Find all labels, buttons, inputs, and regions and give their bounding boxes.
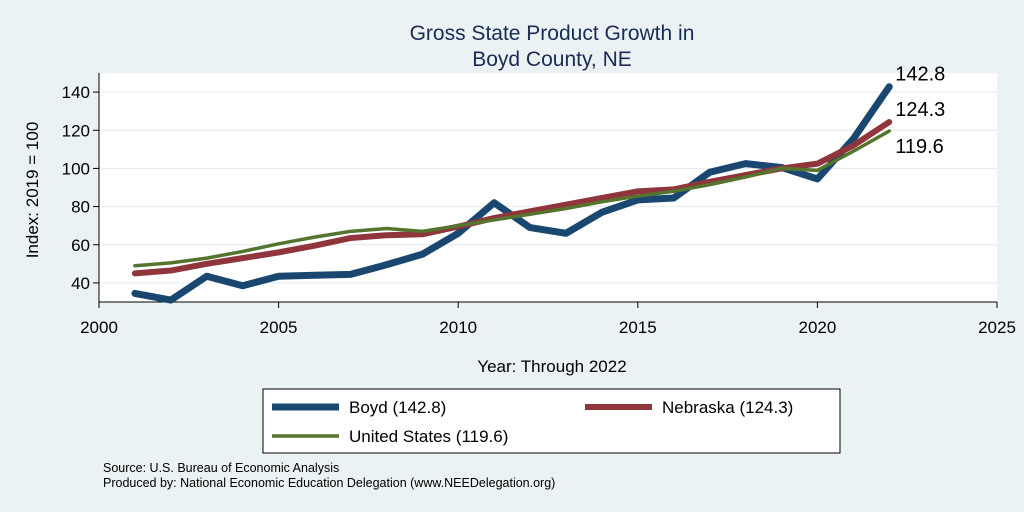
y-tick-label: 40 xyxy=(71,274,90,293)
y-tick-label: 100 xyxy=(62,159,90,178)
x-tick-label: 2005 xyxy=(260,318,298,337)
legend-label: Boyd (142.8) xyxy=(349,398,446,417)
produced-by-line: Produced by: National Economic Education… xyxy=(103,476,555,490)
end-label: 119.6 xyxy=(895,136,944,158)
y-tick-label: 140 xyxy=(62,83,90,102)
series-lines xyxy=(131,83,893,304)
x-tick-label: 2025 xyxy=(978,318,1016,337)
x-tick-label: 2020 xyxy=(798,318,836,337)
end-label: 142.8 xyxy=(895,64,945,86)
x-tick-label: 2000 xyxy=(80,318,118,337)
y-tick-label: 120 xyxy=(62,121,90,140)
chart-title-line-2: Boyd County, NE xyxy=(472,48,632,71)
plot-area xyxy=(99,73,997,302)
source-line: Source: U.S. Bureau of Economic Analysis xyxy=(103,461,339,475)
y-tick-label: 80 xyxy=(71,198,90,217)
legend: Boyd (142.8) Nebraska (124.3) United State… xyxy=(272,398,793,446)
axis-ticks: 40 60 80 100 120 140 2000 2005 2010 2015 2020 2025 xyxy=(62,83,1016,337)
y-axis-title: Index: 2019 = 100 xyxy=(23,122,42,259)
legend-label: United States (119.6) xyxy=(349,427,508,446)
legend-box xyxy=(262,388,841,454)
x-tick-label: 2010 xyxy=(439,318,477,337)
x-axis-title: Year: Through 2022 xyxy=(477,357,626,376)
y-tick-label: 60 xyxy=(71,236,90,255)
x-tick-label: 2015 xyxy=(619,318,657,337)
end-label: 124.3 xyxy=(895,99,945,121)
end-labels: 142.8 124.3 119.6 xyxy=(895,64,945,158)
series-line-united-states xyxy=(133,129,891,268)
legend-label: Nebraska (124.3) xyxy=(662,398,793,417)
chart-title-line-1: Gross State Product Growth in xyxy=(410,22,695,45)
